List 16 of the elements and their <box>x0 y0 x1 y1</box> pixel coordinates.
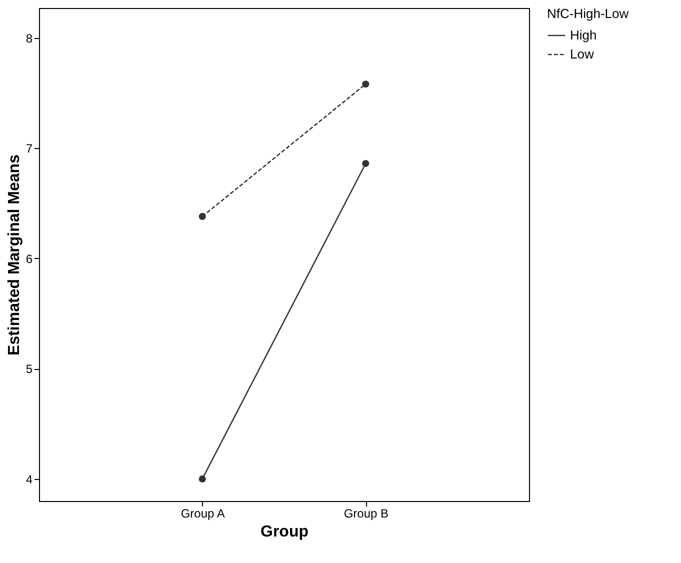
legend-title: NfC-High-Low <box>547 6 630 21</box>
point <box>198 212 206 220</box>
legend-label: High <box>570 28 597 42</box>
y-tick-label: 5 <box>26 362 33 376</box>
x-tick-label: Group A <box>180 506 225 520</box>
y-axis-title: Estimated Marginal Means <box>6 154 23 356</box>
y-tick-label: 6 <box>26 252 33 266</box>
point <box>198 475 206 482</box>
legend-label: Low <box>570 46 594 62</box>
y-tick-label: 7 <box>26 142 33 156</box>
point <box>362 80 370 88</box>
point <box>362 160 370 168</box>
x-axis-title: Group <box>260 524 309 540</box>
y-tick-label: 4 <box>26 472 33 486</box>
x-tick-label: Group B <box>344 506 389 520</box>
y-tick-label: 8 <box>26 31 33 46</box>
